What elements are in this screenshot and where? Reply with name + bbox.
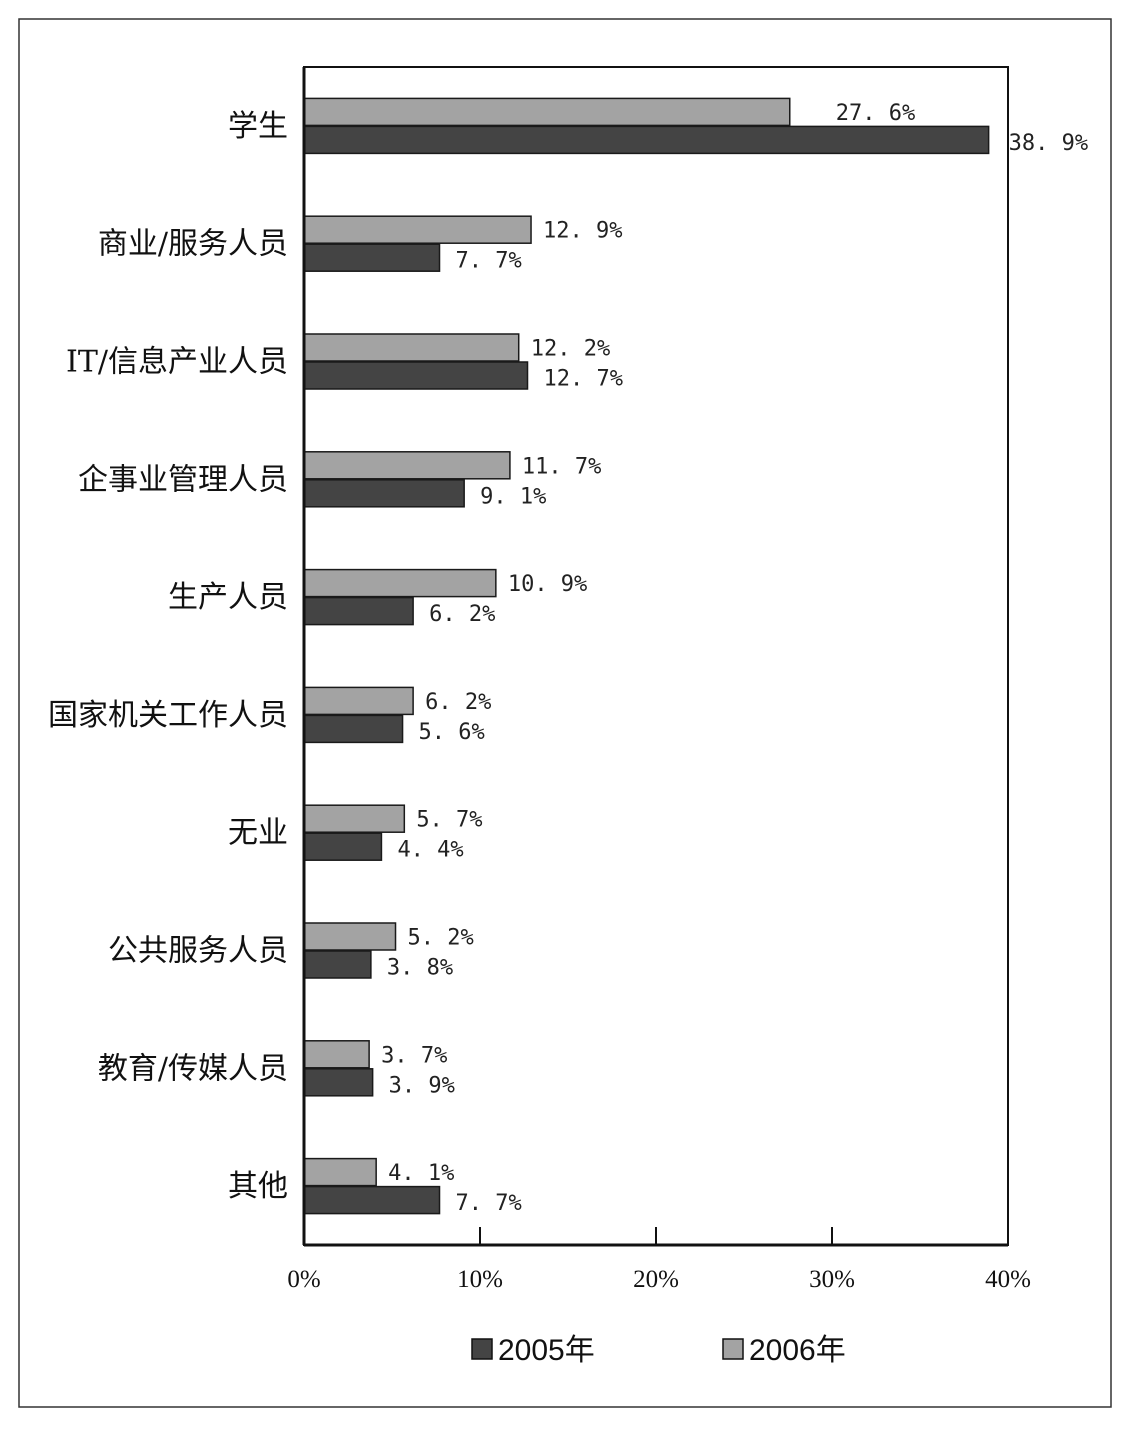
bar-2005 bbox=[303, 479, 465, 508]
category-label: IT/信息产业人员 bbox=[66, 345, 288, 380]
legend-swatch bbox=[722, 1338, 744, 1360]
category-label: 企事业管理人员 bbox=[78, 462, 288, 497]
bar-2005 bbox=[303, 714, 404, 744]
bar-2005 bbox=[303, 243, 441, 272]
category-label: 公共服务人员 bbox=[108, 934, 288, 969]
legend: 2005年 2006年 bbox=[471, 1334, 846, 1367]
value-label-2005: 9. 1% bbox=[480, 484, 546, 509]
chart-frame bbox=[18, 18, 1112, 1408]
value-label-2006: 12. 9% bbox=[543, 219, 622, 244]
legend-swatch bbox=[471, 1338, 493, 1360]
bar-2006 bbox=[303, 451, 511, 480]
value-label-2006: 12. 2% bbox=[531, 337, 610, 362]
bar-2006 bbox=[303, 568, 497, 598]
category-label: 教育/传媒人员 bbox=[98, 1051, 288, 1086]
bar-2006 bbox=[303, 1040, 370, 1069]
x-tick-label: 20% bbox=[633, 1266, 679, 1293]
value-label-2005: 7. 7% bbox=[456, 249, 522, 274]
x-tick-label: 0% bbox=[287, 1266, 320, 1293]
category-label: 其他 bbox=[228, 1169, 288, 1204]
value-labels-group: 27. 6% 38. 9% 12. 9% 7. 7% 12. 2% 12. 7% 11. 7… bbox=[381, 101, 1088, 1216]
value-label-2005: 4. 4% bbox=[397, 838, 463, 863]
category-label: 国家机关工作人员 bbox=[48, 698, 288, 733]
category-label: 学生 bbox=[228, 109, 288, 144]
bar-2006 bbox=[303, 804, 406, 833]
bar-2005 bbox=[303, 125, 990, 155]
value-label-2005: 12. 7% bbox=[544, 367, 623, 392]
bar-2006 bbox=[303, 1157, 377, 1187]
bar-2005 bbox=[303, 950, 372, 979]
x-axis: 0% 10% 20% 30% 40% bbox=[287, 1227, 1031, 1293]
value-label-2006: 6. 2% bbox=[425, 690, 491, 715]
x-tick-label: 40% bbox=[985, 1266, 1031, 1293]
value-label-2005: 6. 2% bbox=[429, 602, 495, 627]
bar-2005 bbox=[303, 1068, 374, 1097]
x-tick-label: 10% bbox=[457, 1266, 503, 1293]
value-label-2005: 5. 6% bbox=[419, 720, 485, 745]
bar-2005 bbox=[303, 832, 383, 861]
value-label-2005: 3. 8% bbox=[387, 956, 453, 981]
value-label-2006: 5. 7% bbox=[416, 808, 482, 833]
value-label-2006: 10. 9% bbox=[508, 572, 587, 597]
value-label-2005: 3. 9% bbox=[389, 1073, 455, 1098]
bar-2005 bbox=[303, 596, 414, 626]
x-tick-label: 30% bbox=[809, 1266, 855, 1293]
category-label: 生产人员 bbox=[168, 580, 288, 615]
bar-2006 bbox=[303, 97, 791, 127]
bars-group bbox=[303, 97, 990, 1215]
value-label-2005: 38. 9% bbox=[1009, 131, 1088, 156]
legend-label: 2005年 bbox=[498, 1334, 595, 1367]
bar-2006 bbox=[303, 686, 414, 716]
value-label-2006: 11. 7% bbox=[522, 454, 601, 479]
bar-2005 bbox=[303, 361, 529, 390]
category-label: 无业 bbox=[228, 816, 288, 851]
value-label-2006: 5. 2% bbox=[408, 926, 474, 951]
value-label-2005: 7. 7% bbox=[456, 1191, 522, 1216]
legend-label: 2006年 bbox=[749, 1334, 846, 1367]
category-label: 商业/服务人员 bbox=[98, 227, 288, 262]
bar-2006 bbox=[303, 333, 520, 362]
value-label-2006: 4. 1% bbox=[388, 1161, 454, 1186]
bar-2006 bbox=[303, 922, 397, 951]
value-label-2006: 3. 7% bbox=[381, 1043, 447, 1068]
value-label-2006: 27. 6% bbox=[836, 101, 915, 126]
bar-2005 bbox=[303, 1185, 441, 1215]
bar-2006 bbox=[303, 215, 532, 244]
